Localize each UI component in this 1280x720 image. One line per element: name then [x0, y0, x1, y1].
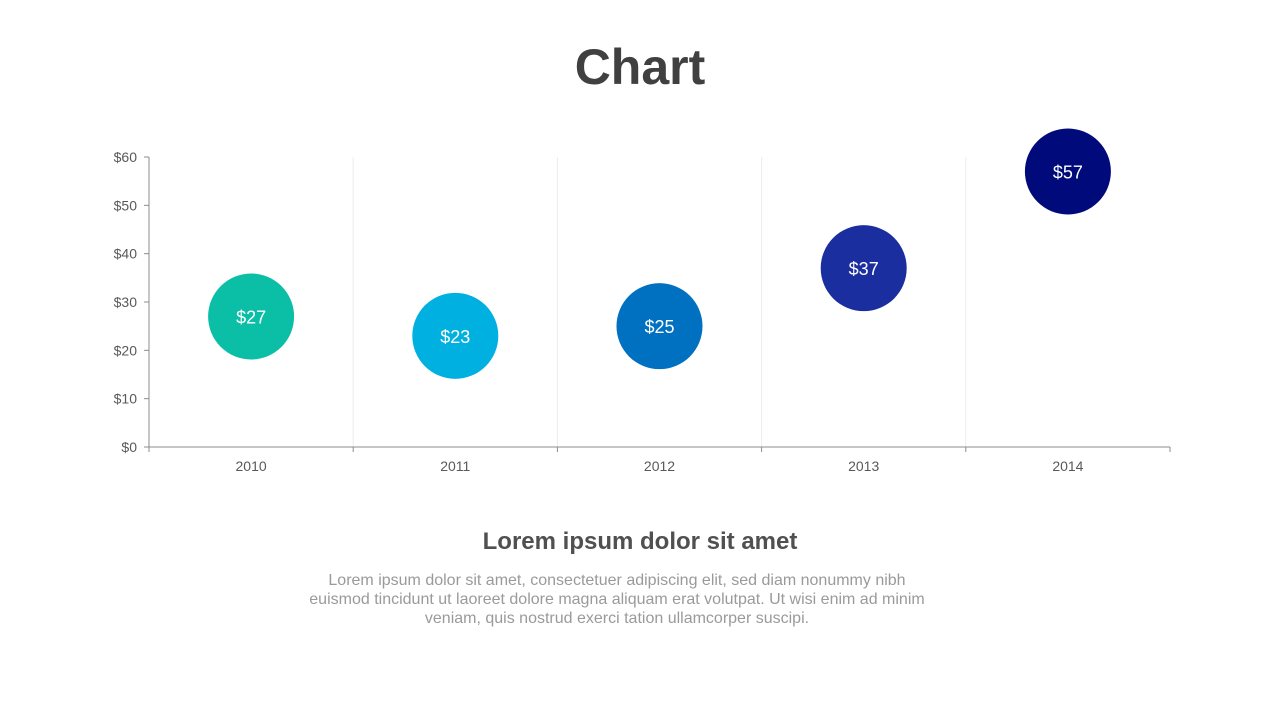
chart-title: Chart: [574, 39, 706, 95]
y-tick-label: $60: [114, 149, 138, 165]
bubble-data-label: $25: [644, 317, 674, 337]
bubble-data-label: $23: [440, 327, 470, 347]
x-tick-label: 2010: [236, 458, 267, 474]
bubble-2013: [820, 225, 907, 312]
bubble-2014: [1024, 128, 1111, 215]
y-tick-label: $0: [121, 439, 137, 455]
x-tick-label: 2012: [644, 458, 675, 474]
bubble-2010: [208, 273, 295, 360]
body-text: Lorem ipsum dolor sit amet, consectetuer…: [309, 572, 925, 627]
x-tick-label: 2013: [848, 458, 879, 474]
x-tick-label: 2011: [440, 458, 470, 474]
grid-lines: [352, 157, 967, 447]
bubble-2011: [412, 292, 499, 379]
y-tick-label: $20: [114, 342, 138, 358]
bubble-data-label: $37: [849, 259, 879, 279]
bubble-2012: [616, 283, 703, 370]
x-axis-ticks: 2010 2011 2012 2013 2014: [148, 447, 1171, 474]
y-tick-label: $40: [114, 246, 138, 262]
bubble-data-label: $27: [236, 308, 266, 328]
subtitle: Lorem ipsum dolor sit amet: [482, 528, 798, 555]
x-tick-label: 2014: [1052, 458, 1083, 474]
y-tick-label: $50: [114, 197, 138, 213]
y-axis-ticks: $0 $10 $20 $30 $40 $50 $60: [114, 149, 149, 455]
bubble-data-label: $57: [1053, 163, 1083, 183]
y-tick-label: $10: [114, 391, 138, 407]
bubbles: $27 $23 $25 $37 $57: [208, 128, 1111, 379]
y-tick-label: $30: [114, 294, 138, 310]
